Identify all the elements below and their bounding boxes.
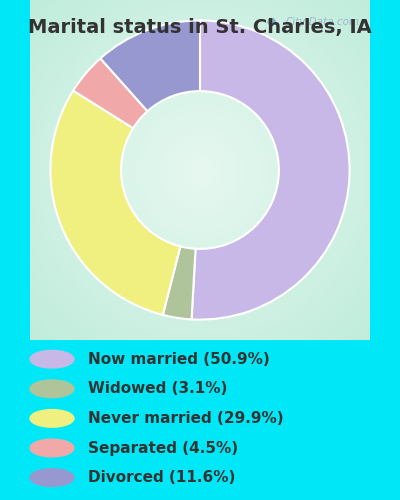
Circle shape	[30, 410, 74, 427]
Text: Separated (4.5%): Separated (4.5%)	[88, 440, 238, 456]
Circle shape	[30, 380, 74, 398]
Wedge shape	[163, 246, 196, 320]
Circle shape	[30, 469, 74, 486]
Wedge shape	[100, 20, 200, 111]
Circle shape	[30, 439, 74, 457]
Wedge shape	[192, 20, 350, 320]
Wedge shape	[73, 58, 148, 128]
Text: City-Data.com: City-Data.com	[286, 17, 360, 27]
Text: Marital status in St. Charles, IA: Marital status in St. Charles, IA	[28, 18, 372, 36]
Circle shape	[30, 350, 74, 368]
Text: Never married (29.9%): Never married (29.9%)	[88, 411, 284, 426]
Text: Now married (50.9%): Now married (50.9%)	[88, 352, 270, 366]
Text: ⬤: ⬤	[266, 16, 276, 26]
Text: Divorced (11.6%): Divorced (11.6%)	[88, 470, 235, 485]
Text: Widowed (3.1%): Widowed (3.1%)	[88, 382, 227, 396]
Wedge shape	[50, 90, 180, 315]
